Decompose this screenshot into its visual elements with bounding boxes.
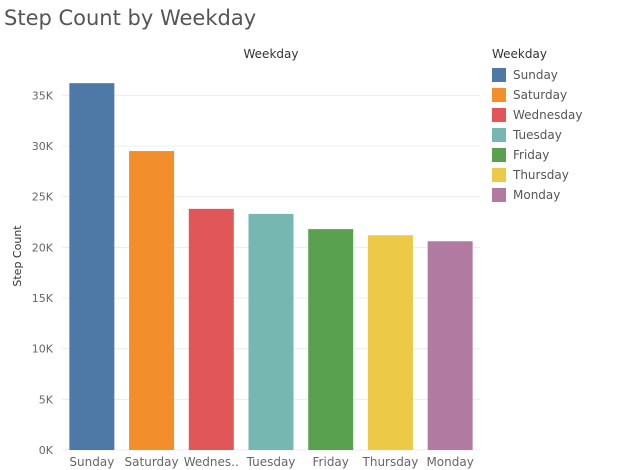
y-tick-label: 20K [32,241,54,254]
y-axis-label: Step Count [11,225,24,287]
legend-swatch [492,168,506,182]
y-tick-label: 10K [32,343,54,356]
bar-wednesday[interactable] [188,208,234,450]
x-tick-label: Friday [313,455,349,469]
x-tick-label: Thursday [362,455,419,469]
legend-item-monday[interactable]: Monday [492,185,582,205]
x-tick-label: Monday [426,455,473,469]
chart-title: Step Count by Weekday [4,6,257,30]
x-tick-label: Tuesday [246,455,296,469]
legend-item-tuesday[interactable]: Tuesday [492,125,582,145]
bar-tuesday[interactable] [248,213,294,450]
y-tick-label: 35K [32,89,54,102]
y-tick-label: 30K [32,140,54,153]
bar-sunday[interactable] [69,83,115,450]
column-header: Weekday [244,47,299,61]
bar-saturday[interactable] [129,151,175,451]
legend-swatch [492,148,506,162]
x-tick-label: Saturday [125,455,179,469]
legend-swatch [492,188,506,202]
bar-thursday[interactable] [367,235,413,450]
legend-label: Saturday [513,88,568,102]
legend-swatch [492,88,506,102]
legend: Weekday Sunday Saturday Wednesday Tuesday Fr… [492,47,582,205]
x-tick-label: Sunday [69,455,114,469]
bar-monday[interactable] [427,241,473,450]
y-tick-label: 25K [32,191,54,204]
x-tick-label: Wednes.. [184,455,239,469]
legend-label: Sunday [513,68,558,82]
legend-item-friday[interactable]: Friday [492,145,582,165]
legend-swatch [492,108,506,122]
legend-label: Tuesday [513,128,562,142]
legend-item-saturday[interactable]: Saturday [492,85,582,105]
legend-item-thursday[interactable]: Thursday [492,165,582,185]
legend-item-wednesday[interactable]: Wednesday [492,105,582,125]
y-tick-label: 5K [39,393,54,406]
y-tick-label: 15K [32,292,54,305]
legend-label: Thursday [513,168,569,182]
legend-title: Weekday [492,47,547,61]
bar-chart: Weekday Step Count 0K 5K 10K 15K 20K 25K 30K 35… [11,47,480,469]
bar-friday[interactable] [308,229,354,450]
legend-swatch [492,128,506,142]
legend-label: Wednesday [513,108,583,122]
legend-label: Monday [513,188,561,202]
legend-label: Friday [513,148,550,162]
legend-item-sunday[interactable]: Sunday [492,65,582,85]
y-tick-label: 0K [39,444,54,457]
legend-swatch [492,68,506,82]
